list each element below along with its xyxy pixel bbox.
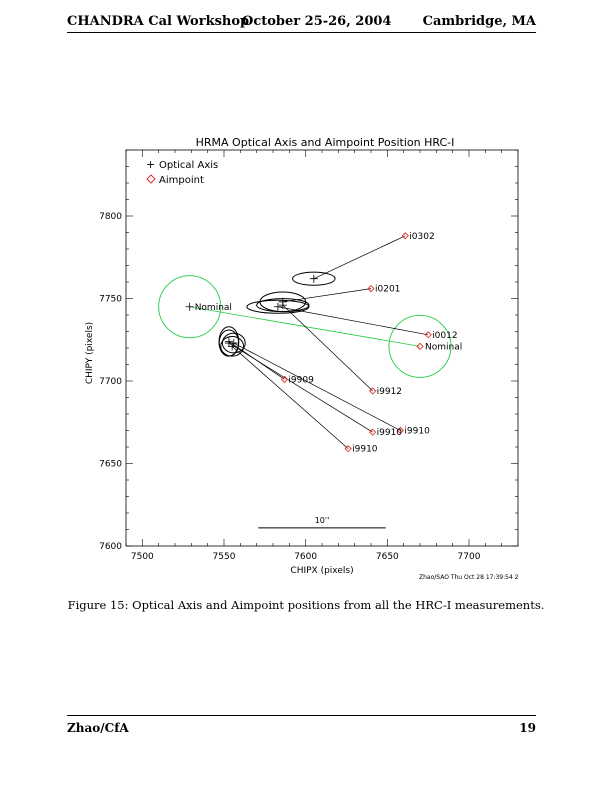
axis-aimpoint-line <box>231 346 349 449</box>
legend-optical-axis-marker: + <box>146 158 155 171</box>
aimpoint-marker <box>280 375 289 383</box>
x-axis-label: CHIPX (pixels) <box>290 566 353 576</box>
header-left: CHANDRA Cal Workshop <box>67 14 250 29</box>
x-tick-label: 7600 <box>294 552 317 562</box>
y-axis-label: CHIPY (pixels) <box>85 322 95 384</box>
legend-optical-axis-label: Optical Axis <box>159 160 218 171</box>
legend: + Optical Axis Aimpoint <box>146 158 218 186</box>
nominal-axis-label: Nominal <box>195 303 232 313</box>
aimpoint-label: i9912 <box>377 387 402 397</box>
axis-aimpoint-line <box>277 306 429 336</box>
chart-title: HRMA Optical Axis and Aimpoint Position … <box>196 136 455 149</box>
x-tick-label: 7700 <box>458 552 481 562</box>
footer-rule <box>67 715 536 716</box>
figure-caption: Figure 15: Optical Axis and Aimpoint pos… <box>67 598 545 612</box>
legend-aimpoint-label: Aimpoint <box>159 175 204 186</box>
optical-axis-marker <box>309 274 318 283</box>
nominal-axis-circle <box>158 275 222 339</box>
optical-axis-marker <box>278 301 287 310</box>
aimpoint-marker <box>368 387 377 395</box>
nominal-aimpoint-marker <box>416 342 424 350</box>
x-tick-label: 7650 <box>376 552 399 562</box>
footer-left: Zhao/CfA <box>67 721 129 735</box>
axis-uncertainty-ellipse <box>221 332 246 354</box>
aimpoint-marker <box>396 426 405 435</box>
aimpoint-marker <box>367 284 375 293</box>
aimpoint-marker <box>401 232 409 240</box>
scale-bar-label: 10'' <box>315 516 330 525</box>
aimpoint-label: i9909 <box>288 375 314 385</box>
nominal-axis-marker <box>185 302 194 311</box>
optical-axis-marker <box>228 342 237 351</box>
y-tick-label: 7800 <box>99 212 122 222</box>
aimpoint-label: i0012 <box>432 331 457 341</box>
aimpoint-marker <box>424 331 432 339</box>
axis-uncertainty-ellipse <box>246 299 310 314</box>
aimpoint-label: i9910 <box>377 428 403 438</box>
axis-aimpoint-line <box>233 342 401 431</box>
x-tick-label: 7500 <box>131 552 154 562</box>
y-tick-label: 7650 <box>99 460 122 470</box>
header-rule <box>67 32 536 33</box>
optical-axis-marker <box>273 302 282 311</box>
header-right: Cambridge, MA <box>422 14 536 29</box>
aimpoint-label: i0201 <box>375 285 400 295</box>
axis-aimpoint-line <box>282 304 373 392</box>
optical-axis-marker <box>224 339 233 348</box>
aimpoint-marker <box>344 445 352 453</box>
aimpoint-label: i9910 <box>404 427 430 437</box>
aimpoint-marker <box>368 428 377 436</box>
axis-uncertainty-ellipse <box>292 271 336 286</box>
axis-uncertainty-ellipse <box>220 336 245 357</box>
page-number: 19 <box>519 721 536 735</box>
y-tick-label: 7700 <box>99 377 122 387</box>
legend-aimpoint-marker <box>146 174 156 184</box>
nominal-aimpoint-circle <box>388 314 452 378</box>
axis-aimpoint-line <box>313 235 406 280</box>
nominal-aimpoint-label: Nominal <box>425 342 462 352</box>
x-tick-label: 7550 <box>213 552 236 562</box>
header-center: October 25-26, 2004 <box>242 14 392 29</box>
y-tick-label: 7750 <box>99 295 122 305</box>
aimpoint-label: i0302 <box>409 232 434 242</box>
scale-bar: 10'' <box>258 516 386 529</box>
aimpoint-label: i9910 <box>352 445 378 455</box>
axis-aimpoint-line <box>228 342 373 433</box>
chart-stamp: Zhao/SAO Thu Oct 28 17:39:54 2 <box>419 574 519 581</box>
y-tick-label: 7600 <box>99 542 122 552</box>
